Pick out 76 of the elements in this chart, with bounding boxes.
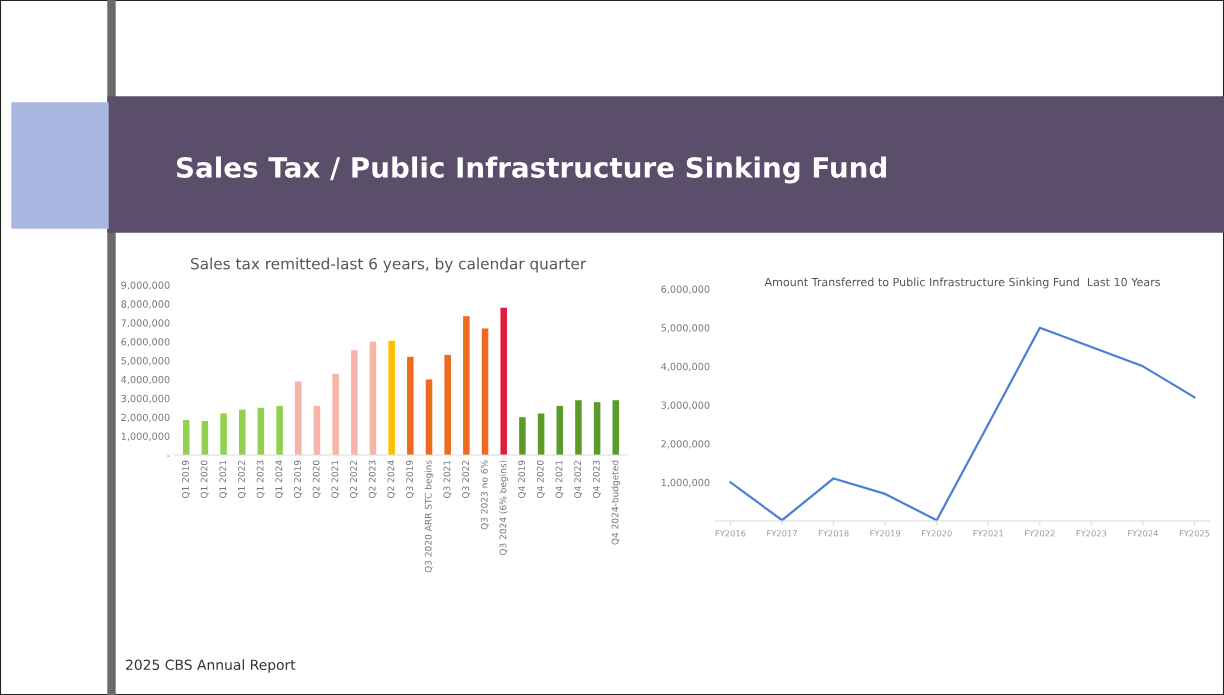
text: Sales Tax / Public Infrastructure Sinking Fund xyxy=(176,156,887,184)
x-tick-label: FY2019 xyxy=(870,530,901,537)
x-tick-label: FY2024 xyxy=(1128,530,1159,537)
bar xyxy=(295,381,302,455)
x-tick-label: Q3 2023 no 6% xyxy=(480,460,489,530)
x-tick-label: Q2 2023 xyxy=(368,460,377,499)
x-tick-label: Q1 2020 xyxy=(200,460,209,499)
x-tick-label: Q1 2021 xyxy=(219,460,228,499)
x-tick-label: Q2 2019 xyxy=(294,460,302,499)
chart-title: Amount Transferred to Public Infrastructure Sinking Fund Last 10 Years xyxy=(764,277,1160,289)
bar xyxy=(388,340,395,455)
x-tick-label: FY2017 xyxy=(767,530,797,537)
x-tick-label: Q4 2022 xyxy=(574,460,583,499)
bar xyxy=(612,400,620,455)
y-tick-label: 5,000,000 xyxy=(121,357,170,366)
bar xyxy=(556,405,564,455)
bar xyxy=(351,350,358,455)
x-tick-label: Q3 2022 xyxy=(462,460,471,499)
x-tick-label: Q4 2019 xyxy=(518,460,527,499)
x-tick-label: Q2 2020 xyxy=(312,460,321,499)
x-tick-label: Q4 2021 xyxy=(555,460,564,499)
x-tick-label: Q2 2022 xyxy=(350,460,358,499)
bar xyxy=(463,316,470,455)
x-tick-label: Q3 2020 ARR STC begins xyxy=(424,460,434,573)
x-tick-label: Q1 2022 xyxy=(238,460,246,499)
y-tick-label: - xyxy=(167,455,170,457)
bar xyxy=(537,413,545,455)
x-tick-label: FY2023 xyxy=(1076,530,1107,537)
y-tick-label: 8,000,000 xyxy=(121,300,170,309)
y-tick-label: 4,000,000 xyxy=(661,362,710,372)
y-tick-label: 4,000,000 xyxy=(121,375,170,385)
x-tick-label: FY2021 xyxy=(973,530,1004,537)
bar xyxy=(500,307,507,455)
x-tick-label: Q2 2024 xyxy=(387,460,396,499)
y-tick-label: 6,000,000 xyxy=(121,338,170,347)
x-tick-label: Q4 2024-budgeted xyxy=(611,460,621,545)
bar xyxy=(519,417,526,455)
bar xyxy=(593,402,601,455)
bar xyxy=(220,413,227,455)
x-tick-label: Q4 2023 xyxy=(592,460,601,499)
x-tick-label: Q4 2020 xyxy=(536,460,545,499)
bar xyxy=(444,354,451,455)
x-tick-label: FY2025 xyxy=(1179,530,1210,537)
bar xyxy=(276,405,283,455)
x-tick-label: FY2020 xyxy=(921,530,952,537)
y-tick-label: 1,000,000 xyxy=(121,432,170,441)
x-tick-label: Q3 2021 xyxy=(443,460,452,499)
x-tick-label: Q3 2024 (6% begins) xyxy=(499,460,509,556)
bar xyxy=(332,373,339,455)
y-tick-label: 2,000,000 xyxy=(661,440,710,449)
y-tick-label: 7,000,000 xyxy=(121,319,170,328)
x-tick-label: Q1 2019 xyxy=(182,460,190,499)
x-tick-label: Q1 2024 xyxy=(275,460,284,499)
x-tick-label: Q3 2019 xyxy=(406,460,414,499)
x-tick-label: FY2016 xyxy=(715,530,746,537)
line-series xyxy=(729,326,1196,521)
x-tick-label: Q1 2023 xyxy=(256,460,265,499)
y-tick-label: 1,000,000 xyxy=(661,478,710,488)
bar xyxy=(425,379,433,455)
bar xyxy=(369,341,377,455)
x-tick-label: FY2018 xyxy=(818,530,849,537)
y-tick-label: 5,000,000 xyxy=(661,324,710,333)
y-tick-label: 2,000,000 xyxy=(121,413,170,423)
bar xyxy=(575,400,582,455)
y-tick-label: 3,000,000 xyxy=(661,401,710,410)
chart-title: Sales tax remitted-last 6 years, by calendar quarter xyxy=(191,257,587,273)
bar xyxy=(238,409,246,455)
y-tick-label: 6,000,000 xyxy=(661,285,710,294)
text: 2025 CBS Annual Report xyxy=(126,659,296,673)
x-tick-label: FY2022 xyxy=(1025,530,1055,537)
y-tick-label: 3,000,000 xyxy=(121,394,170,404)
y-tick-label: 9,000,000 xyxy=(121,281,170,290)
bar xyxy=(481,328,489,455)
bar xyxy=(313,405,321,455)
x-tick-label: Q2 2021 xyxy=(331,460,340,499)
bar xyxy=(407,356,414,455)
